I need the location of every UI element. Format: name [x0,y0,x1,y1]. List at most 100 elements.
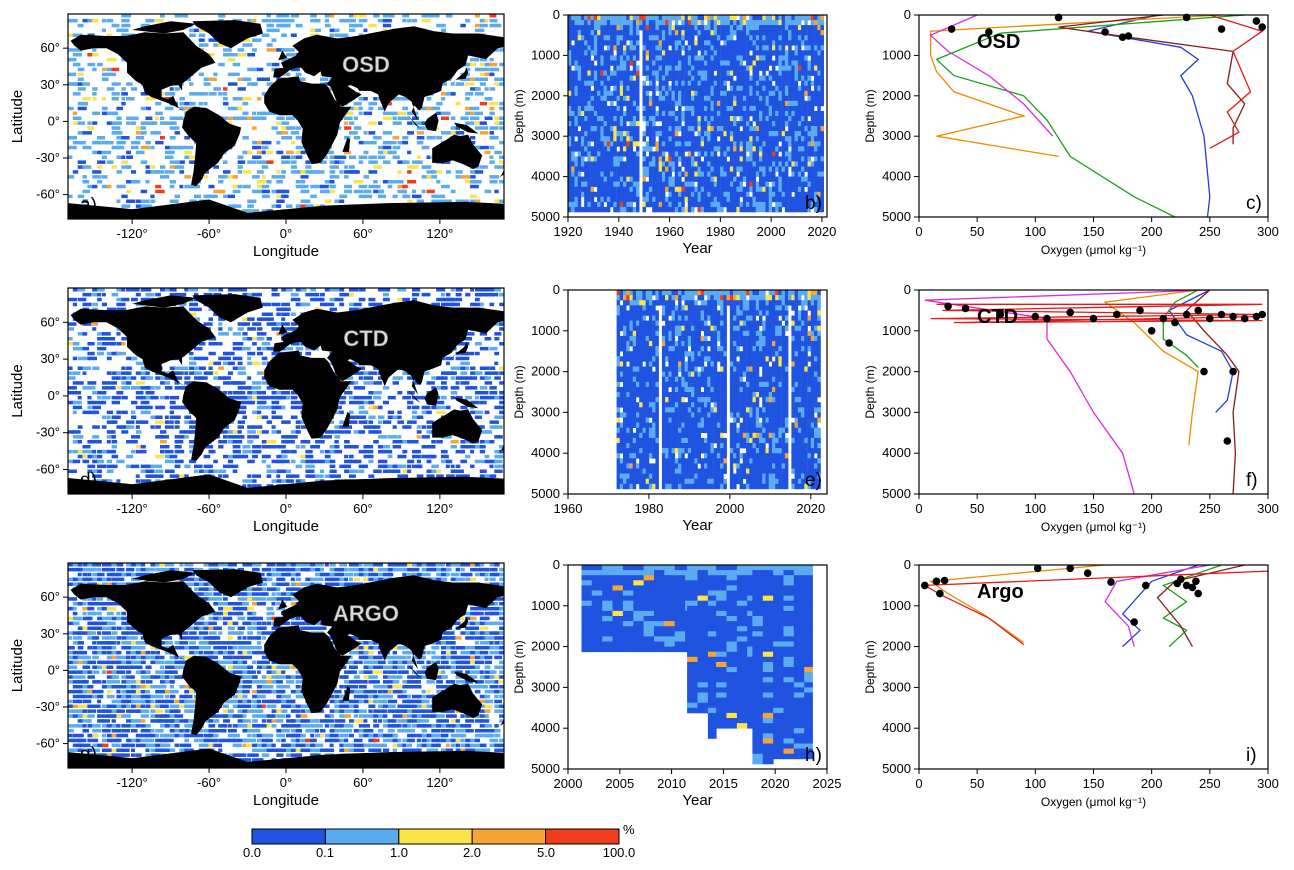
time-depth-cell [648,141,653,147]
time-depth-cell [797,161,802,167]
map-cell [72,391,81,395]
map-cell [261,111,267,116]
time-depth-cell [606,20,611,26]
time-depth-cell [600,30,604,36]
time-depth-cell [678,15,682,21]
time-depth-cell [820,50,824,56]
time-depth-cell [671,181,676,187]
time-depth-cell [619,110,624,117]
time-depth-cell [613,131,617,137]
time-depth-cell [788,70,792,76]
time-depth-cell [697,136,701,142]
time-depth-cell [593,80,598,86]
map-cell [116,410,122,415]
time-depth-cell [733,70,737,76]
time-depth-cell [574,131,578,137]
time-depth-cell [681,35,685,41]
map-cell [455,82,465,86]
time-depth-cell [652,100,656,107]
time-depth-cell [752,206,756,213]
time-depth-cell [619,196,624,203]
time-depth-cell [784,131,789,137]
time-depth-cell [597,105,601,112]
time-depth-cell [768,196,773,203]
time-depth-cell [755,116,760,122]
time-depth-cell [736,196,740,203]
time-depth-cell [765,181,769,187]
map-cell [106,410,114,415]
time-depth-cell [652,121,656,127]
map-cell [256,160,265,164]
time-depth-cell [678,55,682,61]
time-depth-cell [707,15,711,21]
time-depth-cell [716,141,721,147]
time-depth-cell [616,95,621,102]
time-depth-cell [739,105,744,112]
time-depth-cell [752,20,756,26]
time-depth-cell [574,90,578,97]
map-cell [155,170,165,174]
time-depth-cell [577,131,582,137]
time-depth-cell [681,196,685,203]
time-depth-cell [587,50,591,56]
time-depth-cell [584,50,588,56]
time-depth-cell [729,191,734,198]
time-depth-cell [568,171,572,177]
time-depth-cell [645,55,650,61]
time-depth-cell [739,110,744,117]
map-cell [116,121,122,125]
time-depth-cell [746,141,750,147]
time-depth-cell [616,191,621,198]
time-depth-cell [632,70,637,76]
time-depth-cell [571,75,575,81]
time-depth-cell [571,151,575,157]
time-depth-cell [794,161,799,167]
time-depth-cell [626,156,630,162]
time-depth-cell [752,116,756,122]
time-depth-cell [600,20,604,26]
time-depth-cell [691,45,695,51]
time-depth-cell [746,40,750,46]
time-depth-cell [804,161,808,167]
time-depth-cell [681,90,685,97]
time-depth-cell [733,25,737,31]
time-depth-cell [590,25,595,31]
time-depth-cell [729,65,734,71]
time-depth-cell [762,171,766,177]
map-cell [101,175,108,179]
time-depth-cell [733,105,737,112]
time-depth-cell [710,90,714,97]
time-depth-cell [707,181,711,187]
map-cell [135,131,143,135]
time-depth-cell [707,161,711,167]
time-depth-cell [713,171,718,177]
time-depth-cell [577,201,582,208]
map-cell [479,18,488,23]
map-cell [92,366,100,370]
time-depth-cell [759,201,763,208]
time-depth-cell [704,186,708,193]
time-depth-cell [571,55,575,61]
map-cell [276,175,286,179]
time-depth-cell [765,55,769,61]
map-cell [295,72,302,77]
time-depth-cell [746,201,750,208]
time-depth-cell [804,50,808,56]
time-depth-cell [587,95,591,102]
map-cell [358,194,367,199]
map-cell [116,136,125,140]
map-cell [489,145,495,150]
map-cell [290,155,300,159]
map-cell [179,97,185,101]
time-depth-cell [817,15,821,21]
time-depth-cell [794,166,799,172]
map-cell [382,14,391,18]
time-depth-cell [720,146,724,152]
map-cell [135,126,142,130]
map-cell [213,376,222,380]
time-depth-cell [697,186,701,193]
time-depth-cell [574,100,578,107]
time-depth-cell [817,156,821,162]
map-cell [300,150,309,155]
map-cell [329,170,336,174]
